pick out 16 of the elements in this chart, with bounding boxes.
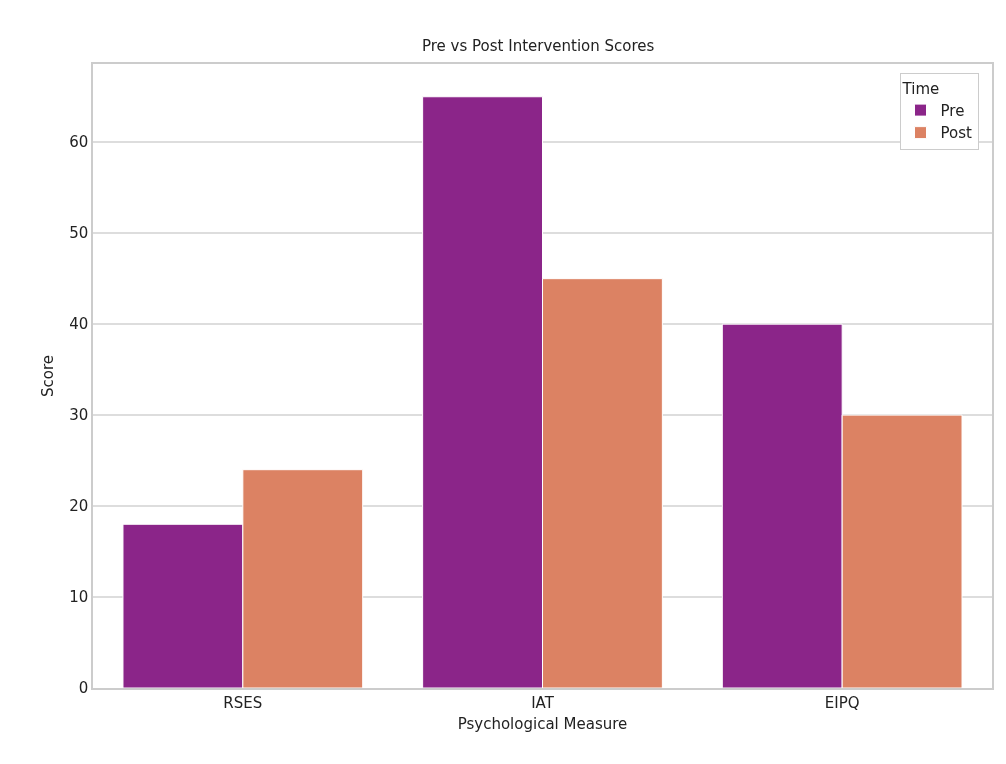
y-tick-label: 40 <box>69 315 89 334</box>
x-tick-label: EIPQ <box>824 693 860 712</box>
y-tick-label: 60 <box>69 133 89 152</box>
y-tick-label: 50 <box>69 224 89 243</box>
legend-label: Post <box>940 124 973 143</box>
x-axis-title: Psychological Measure <box>457 715 628 734</box>
legend-label: Pre <box>940 101 965 120</box>
y-tick-label: 0 <box>78 679 89 698</box>
x-tick-label: IAT <box>531 693 555 712</box>
chart-title: Pre vs Post Intervention Scores <box>422 37 655 56</box>
legend-title: Time <box>901 79 940 98</box>
y-tick-label: 30 <box>69 406 89 425</box>
y-tick-label: 20 <box>69 497 89 516</box>
y-axis-title: Score <box>38 354 57 398</box>
y-tick-label: 10 <box>69 588 89 607</box>
x-tick-label: RSES <box>223 693 263 712</box>
